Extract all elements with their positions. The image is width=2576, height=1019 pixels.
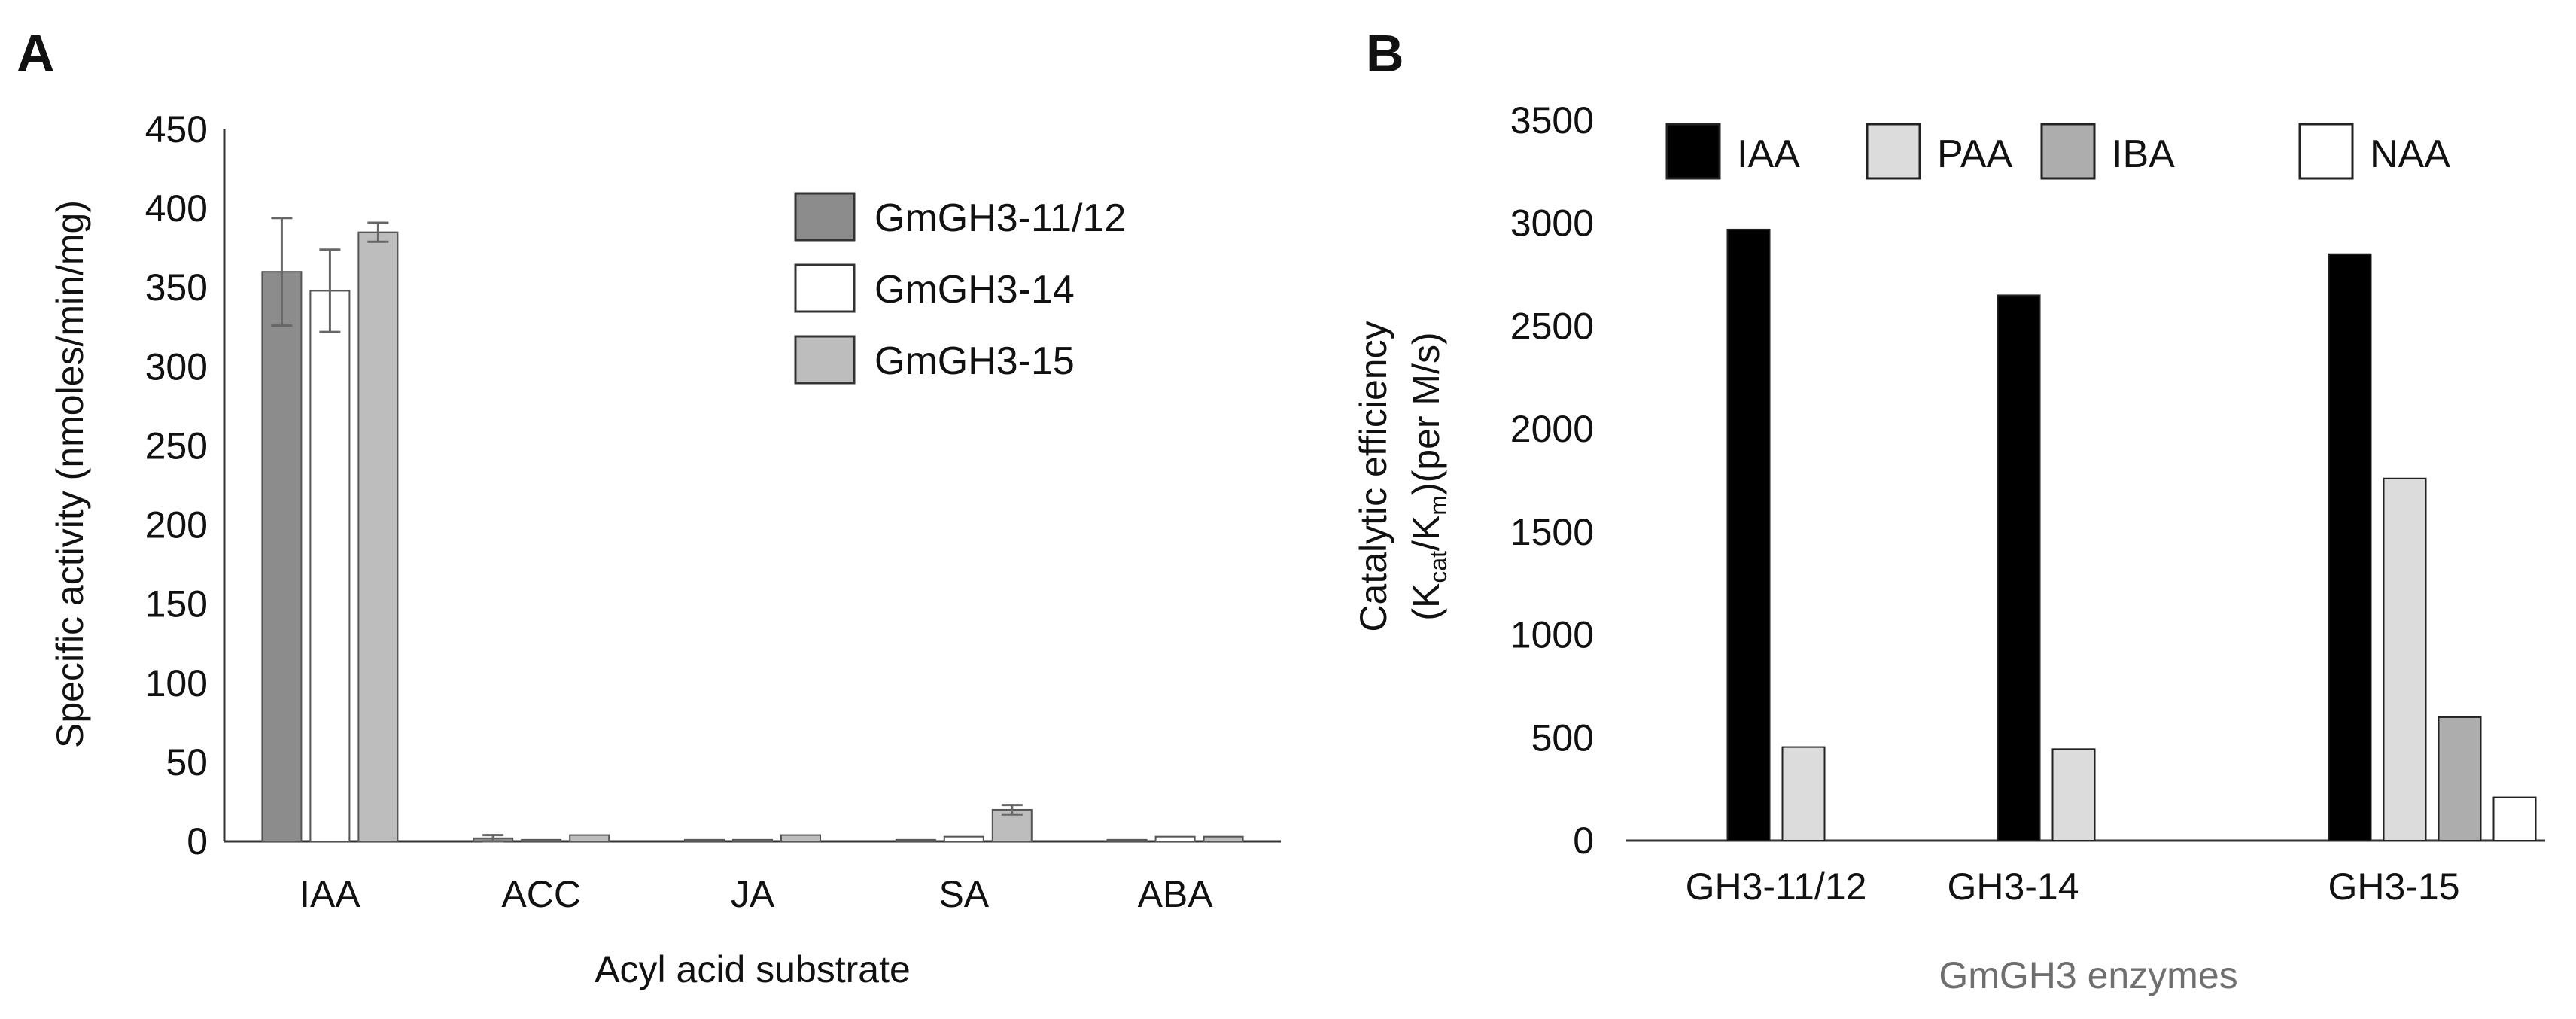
chart-b-y-tick-3500: 3500 (1510, 99, 1594, 141)
chart-a-y-tick-350: 350 (145, 266, 208, 309)
legend-swatch (2040, 123, 2096, 180)
chart-b-x-tick-gh3-11-12: GH3-11/12 (1686, 865, 1867, 908)
chart-a-x-tick-labels: IAA ACC JA SA ABA (300, 873, 1213, 915)
chart-a-x-tick-acc: ACC (501, 873, 581, 915)
chart-a-bar-sa-gmgh3-14 (943, 835, 984, 843)
chart-a-bar-ja-gmgh3-15 (780, 834, 821, 842)
chart-b-y-axis-title-line1: Catalytic efficiency (1352, 321, 1394, 631)
chart-a-bar-iaa-gmgh3-11-12 (261, 271, 303, 842)
chart-b-y-tick-1500: 1500 (1510, 511, 1594, 553)
chart-a-bar-acc-gmgh3-14 (521, 838, 562, 843)
chart-a-legend: GmGH3-11/12 GmGH3-14 GmGH3-15 (794, 192, 1126, 385)
chart-b-legend-item-iaa: IAA (1665, 123, 1800, 180)
chart-a-y-tick-200: 200 (145, 504, 208, 546)
chart-b-legend-item-naa: NAA (2298, 123, 2450, 180)
chart-a-error-bar-iaa-gmgh3-11-12 (271, 217, 293, 327)
ylabel-sub-cat: cat (1425, 551, 1452, 583)
chart-a-y-tick-150: 150 (145, 583, 208, 625)
chart-a-bar-ja-gmgh3-14 (732, 838, 773, 843)
legend-label: GmGH3-15 (874, 339, 1075, 383)
legend-label: IBA (2112, 132, 2175, 176)
chart-a-error-bar-iaa-gmgh3-14 (319, 248, 341, 333)
chart-a-error-bar-sa-gmgh3-15 (1001, 804, 1023, 816)
chart-b-legend-item-paa: PAA (1866, 123, 2013, 180)
chart-a-error-bar-acc-gmgh3-11-12 (482, 834, 504, 843)
legend-label: GmGH3-14 (874, 268, 1075, 312)
chart-b-y-tick-500: 500 (1531, 716, 1594, 759)
chart-b-x-tick-gh3-14: GH3-14 (1947, 865, 2079, 908)
legend-swatch (794, 192, 856, 242)
chart-a-error-bar-iaa-gmgh3-15 (367, 221, 389, 243)
chart-a-bar-aba-gmgh3-14 (1154, 835, 1196, 843)
chart-b-bar-gh3-14-iaa (1997, 294, 2041, 841)
legend-swatch (2298, 123, 2354, 180)
chart-a-x-tick-sa: SA (938, 873, 989, 915)
ylabel-sub-m: m (1425, 495, 1452, 516)
chart-a-y-tick-labels: 0 50 100 150 200 250 300 350 400 450 (145, 108, 208, 862)
chart-b-x-axis-title: GmGH3 enzymes (1939, 954, 2237, 996)
chart-a-y-tick-300: 300 (145, 345, 208, 388)
chart-b-y-tick-2500: 2500 (1510, 305, 1594, 347)
legend-swatch (1665, 123, 1721, 180)
chart-b-legend-item-iba: IBA (2040, 123, 2175, 180)
legend-swatch (794, 263, 856, 313)
legend-swatch (794, 335, 856, 385)
panel-b-letter: B (1366, 24, 1404, 83)
chart-b-bar-gh3-11-12-paa (1781, 746, 1826, 842)
chart-b-y-tick-0: 0 (1573, 820, 1594, 862)
ylabel-close: )(per M/s) (1405, 332, 1447, 495)
chart-a-legend-item-gmgh3-11-12: GmGH3-11/12 (794, 192, 1126, 242)
chart-a-bar-aba-gmgh3-11-12 (1106, 838, 1148, 843)
chart-a-bar-iaa-gmgh3-14 (309, 290, 351, 842)
legend-swatch (1866, 123, 1921, 180)
chart-a-specific-activity: 0 50 100 150 200 250 300 350 400 450 IAA ACC JA SA AB… (49, 108, 1281, 990)
chart-a-legend-item-gmgh3-14: GmGH3-14 (794, 263, 1075, 313)
chart-b-y-tick-1000: 1000 (1510, 614, 1594, 656)
chart-b-y-axis-title-line2: (Kcat/Km)(per M/s) (1405, 332, 1452, 620)
chart-a-y-tick-250: 250 (145, 424, 208, 467)
chart-a-y-tick-0: 0 (187, 820, 208, 862)
chart-a-y-tick-450: 450 (145, 108, 208, 151)
ylabel-slash: /K (1405, 516, 1447, 551)
chart-b-y-tick-labels: 0 500 1000 1500 2000 2500 3000 3500 (1510, 99, 1594, 862)
chart-a-y-axis-title: Specific activity (nmoles/min/mg) (49, 200, 91, 748)
chart-a-bar-acc-gmgh3-15 (569, 834, 610, 842)
chart-a-y-tick-50: 50 (166, 741, 208, 783)
chart-a-x-axis-title: Acyl acid substrate (595, 948, 911, 990)
chart-a-legend-item-gmgh3-15: GmGH3-15 (794, 335, 1075, 385)
chart-a-y-tick-100: 100 (145, 662, 208, 704)
legend-label: GmGH3-11/12 (874, 196, 1126, 240)
chart-b-legend: IAA PAA IBA NAA (1665, 123, 2450, 180)
chart-a-y-tick-400: 400 (145, 187, 208, 230)
chart-a-x-tick-iaa: IAA (300, 873, 360, 915)
chart-a-bar-ja-gmgh3-11-12 (684, 838, 725, 843)
chart-b-bar-gh3-11-12-iaa (1726, 228, 1771, 842)
legend-label: PAA (1937, 132, 2013, 176)
chart-a-bar-aba-gmgh3-15 (1203, 835, 1244, 843)
chart-b-bar-gh3-14-paa (2051, 748, 2096, 841)
ylabel-open: (K (1405, 583, 1447, 621)
chart-b-bar-gh3-15-iba (2438, 716, 2482, 842)
chart-b-bars (1726, 228, 2537, 842)
chart-b-bar-gh3-15-iaa (2328, 253, 2372, 841)
chart-b-x-tick-labels: GH3-11/12 GH3-14 GH3-15 (1686, 865, 2460, 908)
legend-label: IAA (1737, 132, 1800, 176)
chart-a-x-tick-ja: JA (731, 873, 775, 915)
chart-a-bar-iaa-gmgh3-15 (357, 231, 399, 842)
chart-a-bar-sa-gmgh3-11-12 (895, 838, 936, 843)
chart-b-bar-gh3-15-naa (2492, 796, 2537, 841)
chart-b-y-tick-3000: 3000 (1510, 202, 1594, 245)
chart-b-x-tick-gh3-15: GH3-15 (2328, 865, 2459, 908)
chart-b-y-tick-2000: 2000 (1510, 408, 1594, 450)
legend-label: NAA (2370, 132, 2450, 176)
chart-b-bar-gh3-15-paa (2383, 477, 2427, 841)
chart-a-bars (261, 217, 1244, 843)
panel-a-letter: A (17, 24, 55, 83)
chart-a-x-tick-aba: ABA (1138, 873, 1214, 915)
